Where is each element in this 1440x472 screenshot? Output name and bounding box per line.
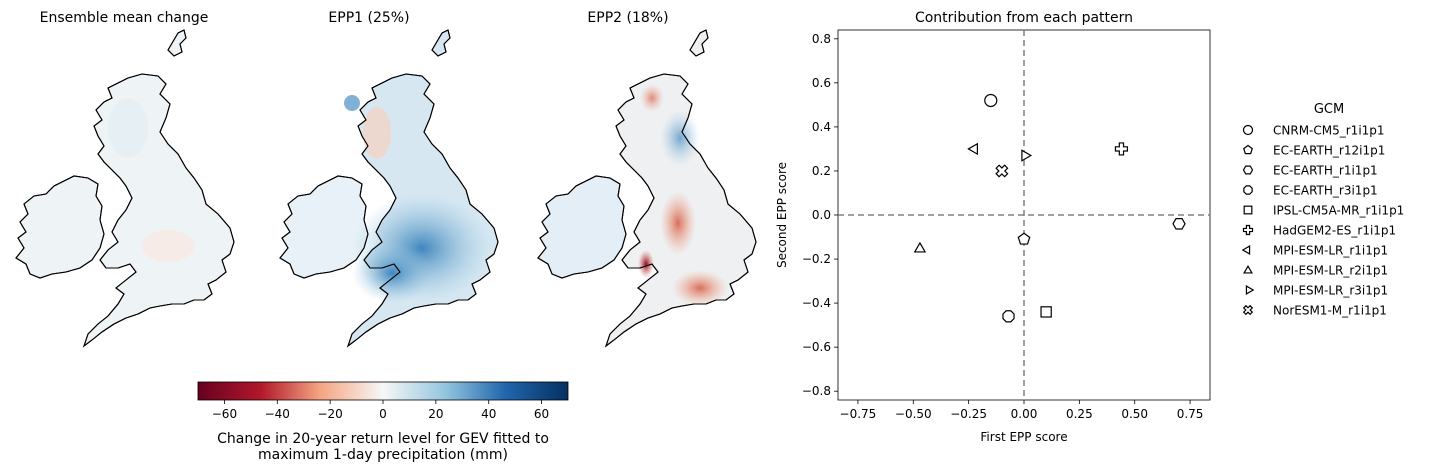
x-tick-label: 0.75	[1177, 407, 1204, 421]
legend-marker-EC-EARTH_r3i1p1	[1243, 185, 1253, 195]
map-title-2: EPP1 (25%)	[328, 10, 409, 26]
legend-items: CNRM-CM5_r1i1p1 EC-EARTH_r12i1p1 EC-EARTH_…	[1241, 124, 1404, 318]
colorbar-tick-label: 20	[428, 407, 443, 421]
legend-marker-MPI-ESM-LR_r2i1p1	[1243, 264, 1253, 274]
x-tick-label: 0.00	[1011, 407, 1038, 421]
legend-label: MPI-ESM-LR_r1i1p1	[1273, 244, 1388, 258]
colorbar-bar	[197, 381, 569, 401]
legend-label: MPI-ESM-LR_r3i1p1	[1273, 284, 1388, 298]
scatter-points	[913, 93, 1186, 323]
legend-marker-MPI-ESM-LR_r3i1p1	[1245, 285, 1255, 295]
x-tick-label: −0.50	[895, 407, 932, 421]
legend-label: EC-EARTH_r12i1p1	[1273, 144, 1385, 158]
x-tick-label: 0.50	[1121, 407, 1148, 421]
colorbar-label-line2: maximum 1-day precipitation (mm)	[258, 447, 508, 463]
map-shade	[108, 98, 148, 158]
y-axis-label: Second EPP score	[775, 162, 789, 268]
legend-label: MPI-ESM-LR_r2i1p1	[1273, 264, 1388, 278]
map-title-3: EPP2 (18%)	[587, 10, 668, 26]
legend-label: NorESM1-M_r1i1p1	[1273, 304, 1387, 318]
map-shade	[142, 230, 194, 262]
scatter-chart: Contribution from each pattern −0.75 −0.5…	[775, 10, 1211, 444]
point-MPI-ESM-LR_r2i1p1	[913, 241, 927, 253]
x-tick-label: −0.75	[840, 407, 877, 421]
colorbar-tick-label: 40	[481, 407, 496, 421]
map-shade	[638, 250, 654, 278]
map-shade	[640, 84, 664, 112]
legend-marker-NorESM1-M_r1i1p1	[1242, 304, 1254, 316]
map-panel-epp1	[279, 29, 499, 347]
colorbar-tick-label: −60	[212, 407, 237, 421]
colorbar-label-line1: Change in 20-year return level for GEV f…	[217, 431, 549, 447]
legend-label: HadGEM2-ES_r1i1p1	[1273, 224, 1396, 238]
point-MPI-ESM-LR_r3i1p1	[1021, 149, 1033, 162]
map-shade	[660, 110, 700, 166]
point-EC-EARTH_r3i1p1	[1002, 310, 1015, 323]
colorbar-ticks: −60 −40 −20 0 20 40 60	[212, 400, 549, 421]
map-title-1: Ensemble mean change	[40, 10, 209, 26]
x-axis-ticks: −0.75 −0.50 −0.25 0.00 0.25 0.50 0.75	[840, 400, 1204, 421]
legend-label: CNRM-CM5_r1i1p1	[1273, 124, 1385, 138]
legend-label: EC-EARTH_r1i1p1	[1273, 164, 1378, 178]
colorbar-tick-label: −40	[265, 407, 290, 421]
ireland-landmass	[537, 175, 627, 279]
legend-marker-EC-EARTH_r12i1p1	[1243, 144, 1253, 155]
point-HadGEM2-ES_r1i1p1	[1114, 142, 1129, 156]
point-EC-EARTH_r1i1p1	[1172, 218, 1186, 230]
map-shade	[352, 243, 432, 303]
x-axis-label: First EPP score	[980, 430, 1067, 444]
y-tick-label: 0.4	[812, 120, 831, 134]
point-EC-EARTH_r12i1p1	[1017, 232, 1031, 245]
y-tick-label: 0.0	[812, 208, 831, 222]
map-panel-ensemble-mean	[15, 29, 235, 347]
map-shade	[344, 95, 360, 111]
ireland-landmass	[15, 175, 105, 279]
map-panel-epp2	[537, 29, 757, 347]
chart-title: Contribution from each pattern	[915, 10, 1133, 26]
point-NorESM1-M_r1i1p1	[995, 164, 1009, 178]
colorbar: −60 −40 −20 0 20 40 60 Change in 20-year retur…	[197, 381, 569, 463]
colorbar-tick-label: 0	[379, 407, 387, 421]
legend-marker-EC-EARTH_r1i1p1	[1242, 165, 1254, 175]
map-shade	[672, 270, 728, 306]
point-CNRM-CM5_r1i1p1	[984, 93, 998, 108]
colorbar-tick-label: 60	[534, 407, 549, 421]
legend-marker-CNRM-CM5_r1i1p1	[1242, 124, 1254, 136]
y-tick-label: −0.6	[802, 340, 831, 354]
point-IPSL-CM5A-MR_r1i1p1	[1040, 306, 1052, 318]
legend-marker-HadGEM2-ES_r1i1p1	[1242, 224, 1254, 236]
y-axis-ticks: −0.8 −0.6 −0.4 −0.2 0.0 0.2 0.4 0.6 0.8	[802, 32, 838, 398]
map-shade	[363, 107, 391, 159]
legend-marker-IPSL-CM5A-MR_r1i1p1	[1243, 205, 1253, 215]
y-tick-label: −0.4	[802, 296, 831, 310]
y-tick-label: 0.6	[812, 76, 831, 90]
y-tick-label: 0.2	[812, 164, 831, 178]
y-tick-label: −0.8	[802, 384, 831, 398]
legend-label: EC-EARTH_r3i1p1	[1273, 184, 1378, 198]
legend-marker-MPI-ESM-LR_r1i1p1	[1241, 245, 1251, 255]
map-shade	[660, 191, 696, 255]
legend-label: IPSL-CM5A-MR_r1i1p1	[1273, 204, 1404, 218]
x-tick-label: −0.25	[950, 407, 987, 421]
legend: GCM CNRM-CM5_r1i1p1 EC-EARTH_r12i1p1 EC-EA…	[1241, 102, 1404, 318]
y-tick-label: 0.8	[812, 32, 831, 46]
colorbar-tick-label: −20	[317, 407, 342, 421]
x-tick-label: 0.25	[1066, 407, 1093, 421]
legend-title: GCM	[1314, 102, 1344, 117]
y-tick-label: −0.2	[802, 252, 831, 266]
point-MPI-ESM-LR_r1i1p1	[967, 142, 978, 156]
